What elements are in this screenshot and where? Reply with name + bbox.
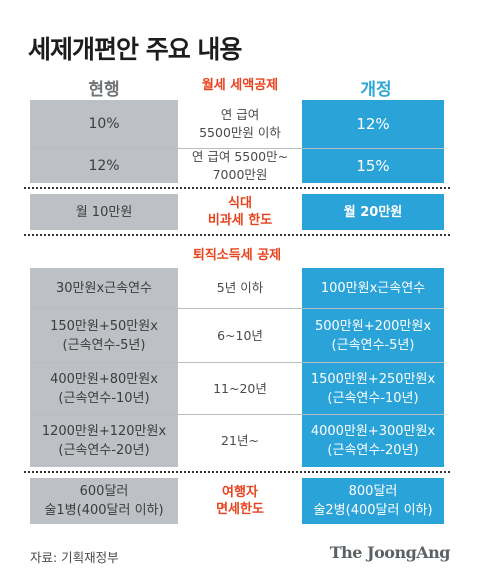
rent-row-2-condition-line-2: 7000만원 (212, 167, 268, 182)
retire-row-3-current-line-2: (근속연수-10년) (58, 390, 150, 406)
dutyfree-label: 여행자 면세한도 (178, 478, 302, 524)
retire-row-2-revised-line-2: (근속연수-5년) (331, 337, 415, 353)
retire-row-3-revised-line-1: 1500만원+250만원x (310, 371, 436, 387)
rent-row-2-current: 12% (30, 149, 178, 183)
meal-label-line-2: 비과세 한도 (207, 213, 273, 228)
retire-row-3-current: 400만원+80만원x (근속연수-10년) (30, 363, 178, 414)
retire-row-1-revised: 100만원x근속연수 (302, 268, 444, 308)
retire-row-4-current-line-2: (근속연수-20년) (58, 443, 150, 458)
dutyfree-label-line-2: 면세한도 (216, 502, 264, 517)
retire-row-4-condition: 21년~ (221, 433, 259, 448)
section-divider (24, 471, 450, 473)
dutyfree-revised-line-1: 800달러 (348, 484, 398, 499)
retire-row-1-current: 30만원x근속연수 (30, 268, 178, 308)
retire-row-2-condition: 6~10년 (217, 327, 263, 343)
rent-row-1-revised: 12% (302, 100, 444, 148)
retire-row-2-current-line-2: (근속연수-5년) (62, 337, 146, 353)
retire-row-3-revised-line-2: (근속연수-10년) (327, 390, 419, 406)
retire-row-4-revised: 4000만원+300만원x (근속연수-20년) (302, 415, 444, 467)
row-divider (30, 414, 444, 415)
meal-label: 식대 비과세 한도 (178, 194, 302, 230)
dutyfree-current-line-2: 술1병(400달러 이하) (44, 503, 164, 518)
rent-row-1-condition: 연 급여 5500만원 이하 (178, 100, 302, 148)
page-title: 세제개편안 주요 내용 (28, 35, 242, 64)
row-divider (30, 148, 444, 149)
retire-row-4-current-line-1: 1200만원+120만원x (41, 424, 167, 439)
retire-row-3-condition: 11~20년 (213, 380, 267, 396)
retire-row-4-revised-line-2: (근속연수-20년) (327, 443, 419, 458)
section-divider (24, 187, 450, 189)
dutyfree-current: 600달러 술1병(400달러 이하) (30, 478, 178, 524)
retire-row-2-revised: 500만원+200만원x (근속연수-5년) (302, 309, 444, 362)
retire-row-2-current-line-1: 150만원+50만원x (50, 318, 158, 334)
retire-row-3-current-line-1: 400만원+80만원x (50, 371, 158, 387)
retirement-section-label: 퇴직소득세 공제 (192, 248, 282, 263)
rent-row-1-current: 10% (30, 100, 178, 148)
meal-current: 월 10만원 (30, 194, 178, 230)
retire-row-2-revised-line-1: 500만원+200만원x (314, 318, 432, 334)
row-divider (30, 362, 444, 363)
rent-row-2-condition: 연 급여 5500만~ 7000만원 (178, 149, 302, 183)
row-divider (30, 308, 444, 309)
dutyfree-revised: 800달러 술2병(400달러 이하) (302, 478, 444, 524)
section-divider (24, 234, 450, 236)
meal-label-line-1: 식대 (228, 196, 252, 211)
source-note: 자료: 기획재정부 (30, 550, 119, 565)
dutyfree-label-line-1: 여행자 (222, 485, 258, 500)
retire-row-3-revised: 1500만원+250만원x (근속연수-10년) (302, 363, 444, 414)
rent-row-2-condition-line-1: 연 급여 5500만~ (191, 149, 289, 164)
current-header: 현행 (88, 80, 120, 100)
retire-row-4-revised-line-1: 4000만원+300만원x (310, 424, 436, 439)
retire-row-1-condition: 5년 이하 (216, 280, 264, 295)
meal-revised: 월 20만원 (302, 194, 444, 230)
retire-row-2-current: 150만원+50만원x (근속연수-5년) (30, 309, 178, 362)
monthly-rent-section-label: 월세 세액공제 (201, 78, 279, 93)
publisher-logo: The JoongAng (329, 543, 451, 562)
revised-header: 개정 (360, 80, 392, 100)
retire-row-4-current: 1200만원+120만원x (근속연수-20년) (30, 415, 178, 467)
rent-row-2-revised: 15% (302, 149, 444, 183)
rent-row-1-condition-line-1: 연 급여 (220, 107, 260, 122)
dutyfree-current-line-1: 600달러 (79, 484, 129, 499)
rent-row-1-condition-line-2: 5500만원 이하 (199, 125, 281, 140)
dutyfree-revised-line-2: 술2병(400달러 이하) (313, 503, 433, 518)
